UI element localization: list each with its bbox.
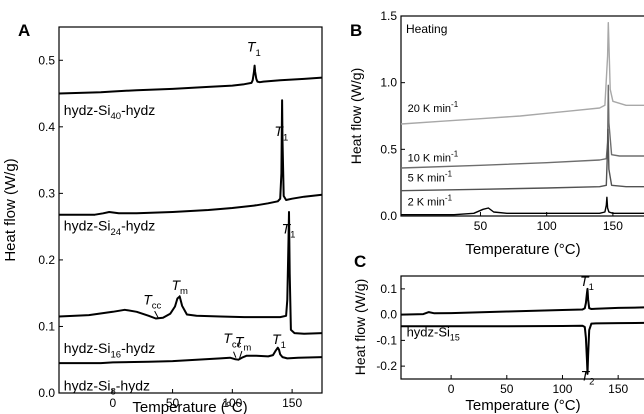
series-line-4: [401, 196, 644, 216]
y-tick-label: 0.0: [380, 209, 397, 223]
series-label-2: 10 K min-1: [408, 149, 459, 164]
series-label-3: 5 K min-1: [408, 169, 453, 184]
x-tick-label: 50: [474, 219, 488, 233]
panel-a-x-axis: 0 50 100 150: [109, 389, 302, 410]
panel-letter-b: B: [350, 21, 362, 40]
y-tick-label: 0.5: [38, 53, 55, 67]
y-tick-label: -0.1: [376, 333, 397, 347]
panel-letter-a: A: [18, 21, 30, 40]
panel-a: 0 50 100 150 0.0 0.1 0.2 0.3 0.4 0.5 hydz-Si40-h…: [2, 26, 323, 414]
series-line-1: [400, 287, 644, 316]
series-label-1: hydz-Si40-hydz: [64, 102, 156, 122]
series-line-1: [58, 64, 323, 95]
x-tick-label: 100: [552, 382, 572, 396]
x-tick-label: 150: [603, 219, 623, 233]
panel-c-ylabel: Heat flow (W/g): [352, 279, 368, 375]
panel-a-series: [58, 64, 323, 365]
panel-a-ylabel: Heat flow (W/g): [2, 158, 19, 261]
y-tick-label: 0.1: [380, 282, 397, 296]
panel-c: 0 50 100 150 0.1 0.0 -0.1 -0.2 hydz-Si15 T1 T2 T…: [352, 273, 644, 414]
y-tick-label: 0.0: [38, 386, 55, 400]
series-label: hydz-Si15: [407, 325, 460, 343]
panel-c-series: [400, 287, 644, 375]
panel-c-frame: [400, 275, 644, 380]
x-tick-label: 100: [222, 396, 242, 410]
panel-c-x-axis: 0 50 100 150: [448, 375, 628, 396]
panel-letter-c: C: [354, 252, 366, 271]
panel-b: Heating 50 100 150 0.0 0.5 1.0 1.5 20 K min-1…: [348, 9, 644, 258]
y-tick-label: 0.3: [38, 186, 55, 200]
panel-b-title: Heating: [406, 22, 447, 36]
annotation-leader: [233, 351, 237, 358]
panel-a-frame: [58, 26, 323, 394]
x-tick-label: 150: [608, 382, 628, 396]
annotation-Tm: Tm: [171, 277, 188, 297]
annotation-leader: [281, 141, 283, 157]
y-tick-label: 0.1: [38, 319, 55, 333]
x-tick-label: 50: [500, 382, 514, 396]
annotation-T1: T1: [282, 220, 296, 240]
annotation-T1: T1: [247, 39, 261, 59]
series-line-2: [401, 321, 644, 375]
series-label-3: hydz-Si16-hydz: [64, 340, 156, 360]
annotation-leader: [239, 350, 243, 359]
annotation-leader: [154, 310, 159, 319]
annotation-Tcc: Tcc: [143, 291, 161, 311]
panel-b-series-labels: 20 K min-1 10 K min-1 5 K min-1 2 K min-1: [408, 100, 459, 208]
series-line-4: [59, 346, 323, 365]
series-label-1: 20 K min-1: [408, 100, 459, 115]
panel-b-ylabel: Heat flow (W/g): [348, 68, 364, 164]
series-label-2: hydz-Si24-hydz: [64, 218, 156, 238]
panel-b-series: [400, 22, 644, 216]
panel-c-xlabel: Temperature (°C): [465, 397, 580, 414]
annotation-T1: T1: [580, 273, 594, 293]
y-tick-label: 1.0: [380, 76, 397, 90]
series-label-4: hydz-Si8-hydz: [64, 377, 150, 397]
x-tick-label: 100: [537, 219, 557, 233]
panel-c-annotations: hydz-Si15 T1 T2: [407, 273, 595, 388]
y-tick-label: 1.5: [380, 9, 397, 23]
annotation-T1: T1: [274, 123, 288, 143]
panel-a-y-axis: 0.0 0.1 0.2 0.3 0.4 0.5: [38, 53, 63, 400]
x-tick-label: 0: [109, 396, 116, 410]
panel-b-xlabel: Temperature (°C): [465, 241, 580, 258]
annotation-Tm: Tm: [235, 333, 252, 353]
y-tick-label: 0.2: [38, 253, 55, 267]
panel-b-frame: [400, 15, 644, 217]
panel-a-xlabel: Temperature (°C): [132, 399, 247, 414]
series-label-4: 2 K min-1: [408, 193, 453, 208]
series-line-1: [400, 22, 644, 125]
panel-b-x-axis: 50 100 150: [474, 212, 623, 233]
annotation-T2: T2: [581, 367, 595, 387]
series-line-3: [58, 211, 323, 335]
x-tick-label: 150: [282, 396, 302, 410]
y-tick-label: 0.4: [38, 120, 55, 134]
y-tick-label: 0.0: [380, 308, 397, 322]
panel-a-annotations: hydz-Si40-hydz hydz-Si24-hydz hydz-Si16-hy…: [64, 39, 296, 398]
series-line-2: [59, 99, 323, 216]
series-line-3: [400, 128, 644, 192]
annotation-T1: T1: [272, 331, 286, 351]
x-tick-label: 50: [166, 396, 180, 410]
annotation-Tcc: Tcc: [223, 330, 241, 350]
y-tick-label: 0.5: [380, 142, 397, 156]
panel-b-y-axis: 0.0 0.5 1.0 1.5: [380, 9, 405, 223]
x-tick-label: 0: [448, 382, 455, 396]
y-tick-label: -0.2: [376, 359, 397, 373]
